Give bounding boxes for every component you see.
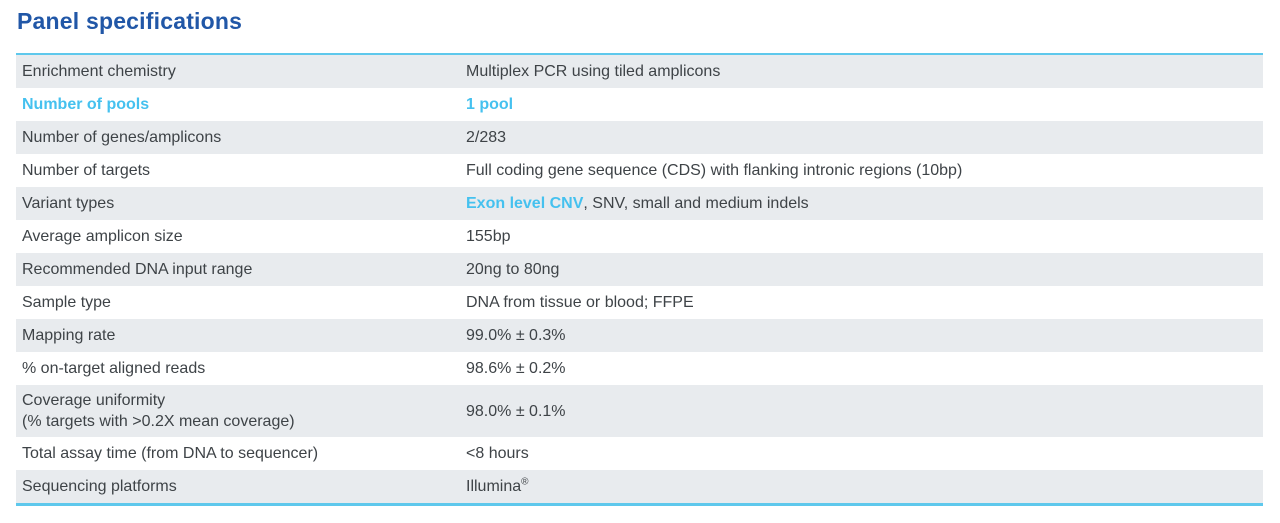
row-value: Exon level CNV, SNV, small and medium in…: [466, 188, 1263, 219]
row-value: 155bp: [466, 221, 1263, 252]
row-value: DNA from tissue or blood; FFPE: [466, 287, 1263, 318]
row-label: % on-target aligned reads: [22, 360, 206, 377]
row-value: 98.6% ± 0.2%: [466, 353, 1263, 384]
row-label: Coverage uniformity (% targets with >0.2X…: [16, 385, 466, 437]
value-text: DNA from tissue or blood; FFPE: [466, 294, 694, 311]
row-label: Number of genes/amplicons: [22, 129, 222, 146]
value-text: 20ng to 80ng: [466, 261, 560, 278]
value-text: , SNV, small and medium indels: [583, 195, 809, 212]
spec-table-body: Enrichment chemistry Multiplex PCR using …: [16, 55, 1263, 503]
row-label: Mapping rate: [22, 327, 116, 344]
row-label: Number of targets: [22, 162, 151, 179]
spec-table: Enrichment chemistry Multiplex PCR using …: [16, 53, 1263, 506]
row-value: 99.0% ± 0.3%: [466, 320, 1263, 351]
table-row: Total assay time (from DNA to sequencer)…: [16, 437, 1263, 470]
value-text: 2/283: [466, 129, 507, 146]
row-value: 98.0% ± 0.1%: [466, 396, 1263, 427]
value-text: 99.0% ± 0.3%: [466, 327, 566, 344]
row-label: Enrichment chemistry: [22, 63, 176, 80]
row-value: 1 pool: [466, 89, 1263, 120]
row-value: Full coding gene sequence (CDS) with fla…: [466, 155, 1263, 186]
value-text: 155bp: [466, 228, 511, 245]
row-value: Multiplex PCR using tiled amplicons: [466, 56, 1263, 87]
registered-mark: ®: [521, 476, 529, 488]
value-text: Multiplex PCR using tiled amplicons: [466, 63, 721, 80]
row-label: Variant types: [22, 195, 115, 212]
row-value: 20ng to 80ng: [466, 254, 1263, 285]
table-row: Number of genes/amplicons 2/283: [16, 121, 1263, 154]
table-row: Enrichment chemistry Multiplex PCR using …: [16, 55, 1263, 88]
row-label: Average amplicon size: [22, 228, 183, 245]
value-text: Illumina: [466, 478, 522, 495]
value-text: <8 hours: [466, 445, 529, 462]
table-row: Recommended DNA input range 20ng to 80ng: [16, 253, 1263, 286]
value-accent-text: Exon level CNV: [466, 195, 584, 212]
row-label-line2: (% targets with >0.2X mean coverage): [22, 413, 295, 430]
table-row: Mapping rate 99.0% ± 0.3%: [16, 319, 1263, 352]
table-row: Sample type DNA from tissue or blood; FFP…: [16, 286, 1263, 319]
row-label: Sequencing platforms: [22, 478, 177, 495]
value-text: Full coding gene sequence (CDS) with fla…: [466, 162, 963, 179]
row-value: Illumina®: [466, 471, 1263, 502]
value-text: 98.0% ± 0.1%: [466, 402, 566, 420]
table-row: Average amplicon size 155bp: [16, 220, 1263, 253]
row-value: 2/283: [466, 122, 1263, 153]
value-accent-text: 1 pool: [466, 96, 514, 113]
table-row: % on-target aligned reads 98.6% ± 0.2%: [16, 352, 1263, 385]
table-row: Sequencing platforms Illumina®: [16, 470, 1263, 503]
row-value: <8 hours: [466, 438, 1263, 469]
page-title: Panel specifications: [17, 8, 243, 34]
table-row: Variant types Exon level CNV, SNV, small …: [16, 187, 1263, 220]
page: Panel specifications Enrichment chemistr…: [16, 8, 1263, 506]
row-label: Total assay time (from DNA to sequencer): [22, 445, 319, 462]
table-row: Coverage uniformity (% targets with >0.2X…: [16, 385, 1263, 437]
table-row: Number of pools 1 pool: [16, 88, 1263, 121]
row-label: Sample type: [22, 294, 111, 311]
row-label: Number of pools: [22, 96, 150, 113]
table-row: Number of targets Full coding gene sequen…: [16, 154, 1263, 187]
value-text: 98.6% ± 0.2%: [466, 360, 566, 377]
row-label: Recommended DNA input range: [22, 261, 253, 278]
